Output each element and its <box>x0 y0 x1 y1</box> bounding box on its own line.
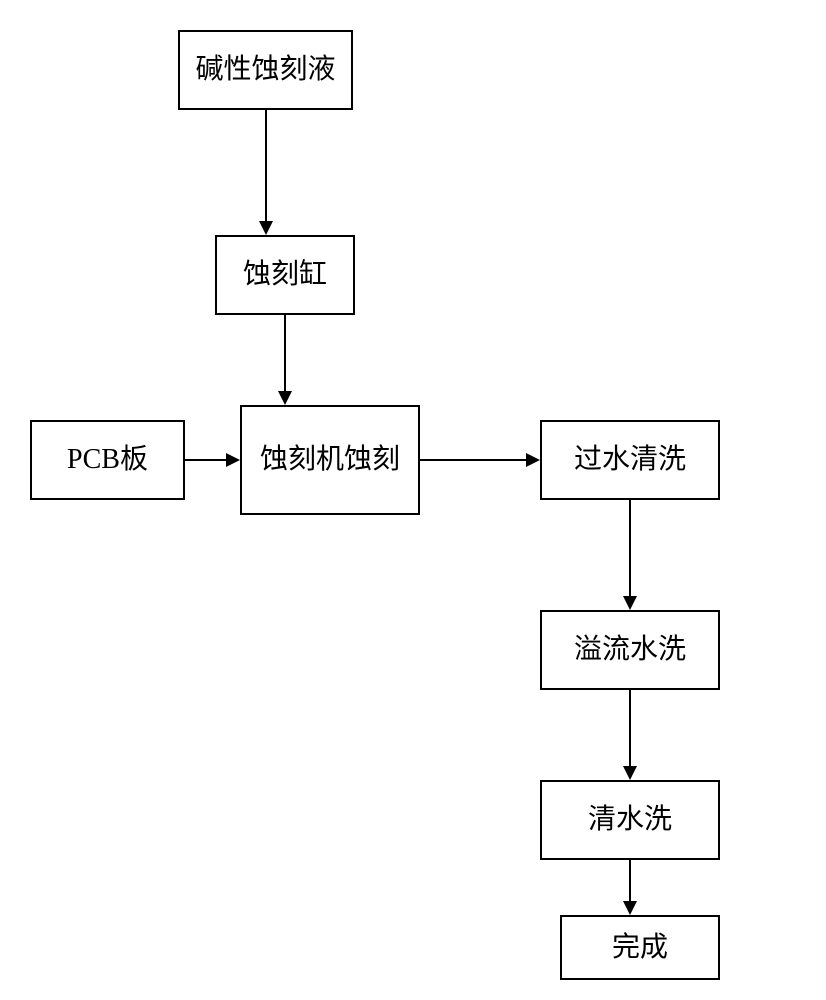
edge-arrowhead <box>526 453 540 467</box>
node-label: 过水清洗 <box>574 443 686 477</box>
node-label: 蚀刻机蚀刻 <box>260 443 400 477</box>
edge-line <box>185 459 226 461</box>
node-label: 完成 <box>612 931 668 965</box>
edge-line <box>284 315 286 391</box>
edge-arrowhead <box>278 391 292 405</box>
node-n5: 过水清洗 <box>540 420 720 500</box>
edge-arrowhead <box>226 453 240 467</box>
node-n7: 清水洗 <box>540 780 720 860</box>
edge-line <box>420 459 526 461</box>
edge-line <box>629 860 631 901</box>
edge-arrowhead <box>623 901 637 915</box>
node-label: 溢流水洗 <box>574 633 686 667</box>
node-label: 碱性蚀刻液 <box>195 53 335 87</box>
node-label: 蚀刻缸 <box>243 258 327 292</box>
node-label: 清水洗 <box>588 803 672 837</box>
edge-arrowhead <box>623 766 637 780</box>
node-n3: PCB板 <box>30 420 185 500</box>
edge-arrowhead <box>623 596 637 610</box>
node-n1: 碱性蚀刻液 <box>178 30 353 110</box>
node-label: PCB板 <box>67 443 148 477</box>
edge-line <box>265 110 267 221</box>
edge-arrowhead <box>259 221 273 235</box>
flowchart-canvas: 碱性蚀刻液蚀刻缸 PCB板 蚀刻机蚀刻 过水清洗溢流水洗清水洗完成 <box>0 0 826 1000</box>
node-n6: 溢流水洗 <box>540 610 720 690</box>
node-n2: 蚀刻缸 <box>215 235 355 315</box>
edge-line <box>629 500 631 596</box>
edge-line <box>629 690 631 766</box>
node-n8: 完成 <box>560 915 720 980</box>
node-n4: 蚀刻机蚀刻 <box>240 405 420 515</box>
